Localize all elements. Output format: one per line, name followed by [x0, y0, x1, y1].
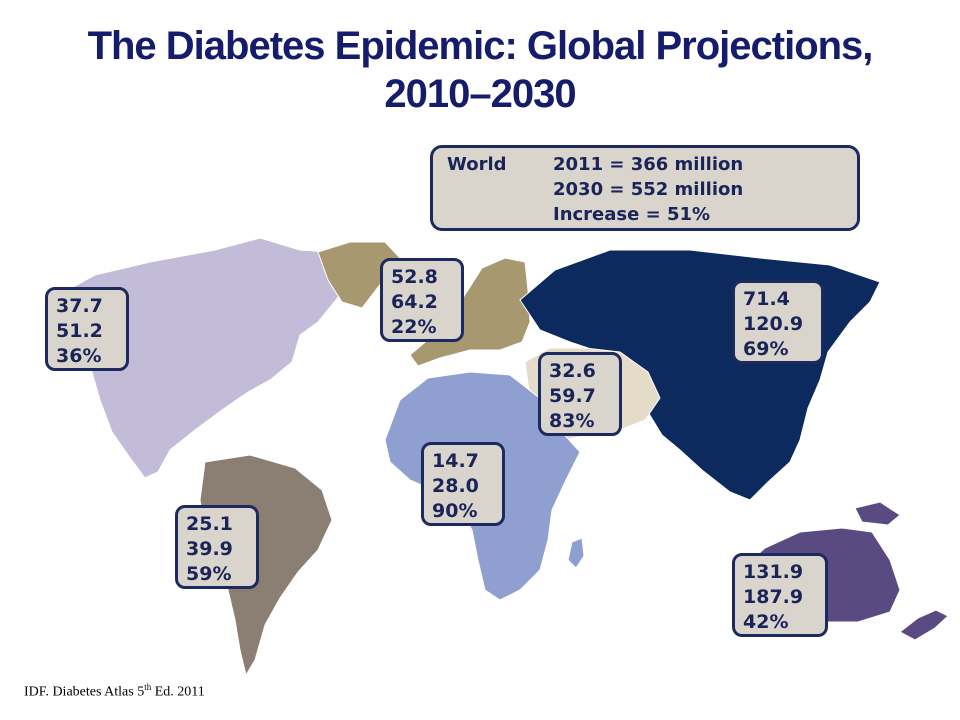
western-pacific-increase: 42% [743, 611, 789, 633]
north-america-2011: 37.7 [56, 295, 103, 317]
source-superscript: th [144, 682, 152, 692]
middle-east-2011: 32.6 [549, 360, 596, 382]
africa-2011: 14.7 [432, 450, 479, 472]
region-new-zealand [899, 609, 949, 641]
south-east-asia-2011: 71.4 [743, 288, 790, 310]
title-line-2: 2010–2030 [384, 72, 576, 116]
south-east-asia-increase: 69% [743, 338, 789, 360]
world-summary-box: World 2011 = 366 million 2030 = 552 mill… [430, 145, 860, 231]
western-pacific-2030: 187.9 [743, 586, 804, 608]
world-figures: 2011 = 366 million 2030 = 552 million In… [553, 152, 743, 227]
region-new-guinea [854, 501, 901, 526]
source-suffix: Ed. 2011 [151, 684, 205, 700]
region-madagascar [567, 537, 585, 569]
stat-box-south-america: 25.1 39.9 59% [175, 505, 259, 589]
source-text: IDF. Diabetes Atlas 5 [24, 684, 145, 700]
source-citation: IDF. Diabetes Atlas 5th Ed. 2011 [24, 682, 205, 701]
middle-east-increase: 83% [549, 410, 595, 432]
middle-east-2030: 59.7 [549, 385, 596, 407]
stat-box-north-america: 37.7 51.2 36% [45, 287, 129, 371]
stat-box-western-pacific: 131.9 187.9 42% [732, 553, 828, 637]
western-pacific-2011: 131.9 [743, 561, 804, 583]
world-2011-value: 2011 = 366 million [553, 154, 744, 175]
title-line-1: The Diabetes Epidemic: Global Projection… [87, 24, 874, 68]
europe-increase: 22% [391, 316, 437, 338]
europe-2030: 64.2 [391, 291, 438, 313]
slide-title: The Diabetes Epidemic: Global Projection… [0, 22, 960, 118]
world-increase-value: Increase = 51% [553, 204, 711, 225]
africa-increase: 90% [432, 500, 478, 522]
north-america-increase: 36% [56, 345, 102, 367]
south-america-2011: 25.1 [186, 513, 233, 535]
world-label: World [447, 154, 507, 175]
stat-box-south-east-asia: 71.4 120.9 69% [732, 280, 824, 364]
world-2030-value: 2030 = 552 million [553, 179, 744, 200]
africa-2030: 28.0 [432, 475, 479, 497]
south-america-increase: 59% [186, 563, 232, 585]
europe-2011: 52.8 [391, 266, 438, 288]
south-east-asia-2030: 120.9 [743, 313, 804, 335]
south-america-2030: 39.9 [186, 538, 233, 560]
stat-box-europe: 52.8 64.2 22% [380, 258, 464, 342]
stat-box-africa: 14.7 28.0 90% [421, 442, 505, 526]
stat-box-middle-east: 32.6 59.7 83% [538, 352, 622, 436]
north-america-2030: 51.2 [56, 320, 103, 342]
